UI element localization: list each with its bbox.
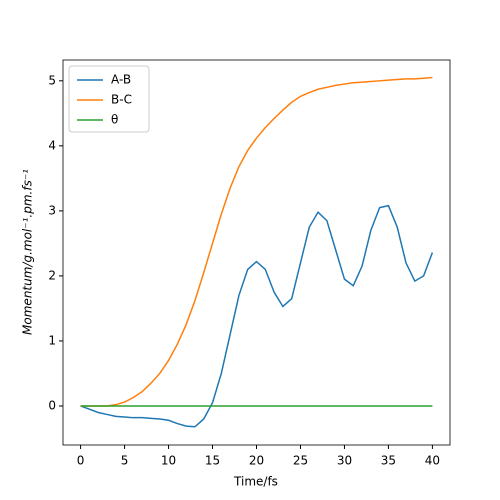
y-tick-label: 3: [48, 203, 56, 217]
x-tick-label: 35: [381, 454, 396, 468]
line-series: [80, 76, 433, 407]
x-tick-label: 25: [293, 454, 308, 468]
line-series: [80, 204, 434, 428]
y-tick-label: 2: [48, 268, 56, 282]
legend-box: [68, 65, 150, 133]
legend-label: A-B: [111, 73, 131, 87]
x-tick-label: 5: [121, 454, 129, 468]
y-tick-label: 4: [48, 138, 56, 152]
plot-frame: [62, 59, 451, 446]
x-tick-label: 40: [425, 454, 440, 468]
y-axis-label: Momentum/g.mol⁻¹.pm.fs⁻¹: [21, 169, 35, 335]
y-tick-label: 0: [48, 398, 56, 412]
x-tick-label: 20: [249, 454, 264, 468]
x-tick-label: 0: [77, 454, 85, 468]
y-tick-label: 1: [48, 333, 56, 347]
x-tick-label: 15: [205, 454, 220, 468]
legend-label: θ: [111, 113, 118, 127]
y-tick-label: 5: [48, 73, 56, 87]
x-tick-label: 30: [337, 454, 352, 468]
legend-label: B-C: [111, 93, 132, 107]
x-tick-label: 10: [161, 454, 176, 468]
x-axis-label: Time/fs: [233, 475, 278, 489]
